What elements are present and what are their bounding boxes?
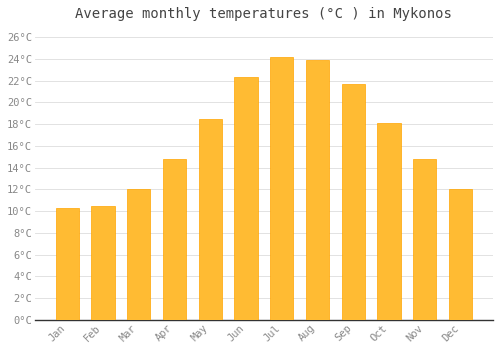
- Bar: [163, 159, 186, 320]
- Title: Average monthly temperatures (°C ) in Mykonos: Average monthly temperatures (°C ) in My…: [76, 7, 452, 21]
- Bar: [56, 208, 79, 320]
- Bar: [234, 77, 258, 320]
- Bar: [127, 189, 150, 320]
- Bar: [92, 206, 114, 320]
- Bar: [270, 57, 293, 320]
- Bar: [378, 123, 400, 320]
- Bar: [198, 119, 222, 320]
- Bar: [306, 60, 329, 320]
- Bar: [413, 159, 436, 320]
- Bar: [342, 84, 365, 320]
- Bar: [449, 189, 472, 320]
